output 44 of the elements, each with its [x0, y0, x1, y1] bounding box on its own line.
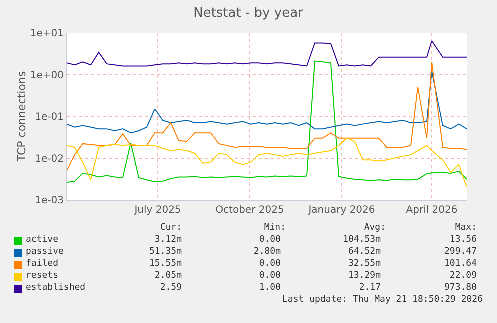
legend-label: failed [26, 259, 59, 269]
line-series [67, 40, 467, 67]
legend-label: active [26, 235, 59, 245]
text: Max: [455, 223, 477, 233]
text: Cur: [160, 223, 182, 233]
legend-label: established [26, 283, 86, 293]
chart-title: Netstat - by year [194, 6, 304, 21]
text: 299.47 [444, 247, 477, 257]
text: 15.55m [149, 259, 182, 269]
text: 13.29m [348, 271, 381, 281]
text: 101.64 [444, 259, 477, 269]
y-tick-label: 1e-02 [35, 154, 64, 165]
text: Last update: Thu May 21 18:50:29 2026 [282, 295, 483, 305]
text: Min: [264, 223, 286, 233]
text: 2.17 [359, 283, 381, 293]
y-tick-label: 1e+00 [30, 70, 64, 82]
line-series [67, 138, 467, 188]
text: 0.00 [259, 235, 281, 245]
text: 2.59 [160, 283, 182, 293]
y-tick-label: 1e-03 [35, 196, 64, 206]
text: 64.52m [348, 247, 381, 257]
y-axis-title: TCP connections [15, 71, 28, 163]
text: 104.53m [343, 235, 381, 245]
text: 32.55m [348, 259, 381, 269]
text: 0.00 [259, 259, 281, 269]
x-tick-label: October 2025 [216, 205, 284, 216]
x-tick-label: January 2026 [308, 205, 376, 216]
x-tick-label: April 2026 [406, 205, 458, 216]
text: 22.09 [450, 271, 477, 281]
legend-label: passive [26, 247, 64, 257]
text: 13.56 [450, 235, 477, 245]
text: 1.00 [259, 283, 281, 293]
text: 51.35m [149, 247, 182, 257]
y-tick-label: 1e+01 [30, 28, 64, 40]
text: 2.05m [154, 271, 182, 281]
text: Avg: [364, 223, 386, 233]
text: 3.12m [154, 235, 182, 245]
text: 2.80m [254, 247, 281, 257]
y-tick-label: 1e-01 [35, 112, 64, 123]
line-series [67, 70, 467, 134]
text: 973.80 [444, 283, 477, 293]
legend-label: resets [26, 271, 59, 281]
x-tick-label: July 2025 [134, 205, 182, 216]
text: 0.00 [259, 271, 281, 281]
